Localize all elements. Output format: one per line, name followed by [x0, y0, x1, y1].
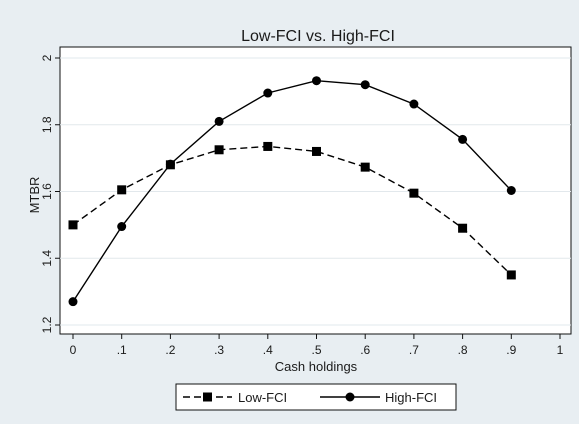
data-point-low-fci — [117, 185, 127, 195]
legend-label-high-fci: High-FCI — [385, 390, 437, 405]
data-point-high-fci — [506, 185, 516, 195]
data-point-low-fci — [360, 162, 370, 172]
y-tick-label: 1.2 — [40, 316, 54, 333]
data-point-low-fci — [214, 145, 224, 155]
data-point-high-fci — [312, 76, 321, 86]
x-axis-label: Cash holdings — [275, 359, 358, 374]
data-point-low-fci — [409, 188, 419, 198]
data-point-high-fci — [68, 297, 78, 307]
data-point-high-fci — [263, 88, 273, 98]
data-point-high-fci — [458, 134, 468, 144]
series-layer — [68, 76, 516, 307]
y-tick-label: 1.8 — [40, 116, 54, 133]
x-tick-label: .5 — [311, 343, 321, 357]
y-tick-label: 1.6 — [40, 183, 54, 200]
x-tick-label: .9 — [506, 343, 516, 357]
y-tick-label: 2 — [40, 54, 54, 61]
plot-area — [59, 46, 572, 335]
x-tick-label: 0 — [70, 343, 77, 357]
data-point-high-fci — [214, 116, 224, 126]
data-point-high-fci — [409, 99, 419, 109]
chart-title: Low-FCI vs. High-FCI — [241, 28, 395, 45]
x-tick-label: .7 — [409, 343, 419, 357]
x-tick-label: .8 — [458, 343, 468, 357]
data-point-high-fci — [165, 159, 175, 169]
data-point-low-fci — [506, 270, 516, 280]
legend-label-low-fci: Low-FCI — [238, 390, 287, 405]
y-tick-label: 1.4 — [40, 250, 54, 267]
data-point-low-fci — [263, 141, 273, 151]
data-point-high-fci — [117, 222, 127, 232]
x-tick-label: .2 — [165, 343, 175, 357]
legend: Low-FCI High-FCI — [175, 383, 457, 411]
x-tick-label: 1 — [557, 343, 564, 357]
x-tick-label: .1 — [117, 343, 127, 357]
data-point-low-fci — [312, 146, 321, 156]
grid-lines — [60, 57, 571, 326]
data-point-low-fci — [458, 223, 468, 233]
x-tick-label: .4 — [263, 343, 273, 357]
series-line-low-fci — [72, 145, 512, 276]
y-axis-label: MTBR — [27, 177, 42, 214]
x-tick-label: .6 — [360, 343, 370, 357]
data-point-high-fci — [360, 80, 370, 90]
axes: 1.2 1.4 1.6 1.8 2 0 .1 .2 .3 .4 .5 .6 .7 .8 .9 1 — [40, 54, 564, 357]
x-tick-label: .3 — [214, 343, 224, 357]
series-line-high-fci — [72, 79, 512, 302]
data-point-low-fci — [68, 220, 78, 230]
legend-marker-low-fci — [203, 392, 212, 402]
legend-marker-high-fci — [345, 392, 355, 402]
